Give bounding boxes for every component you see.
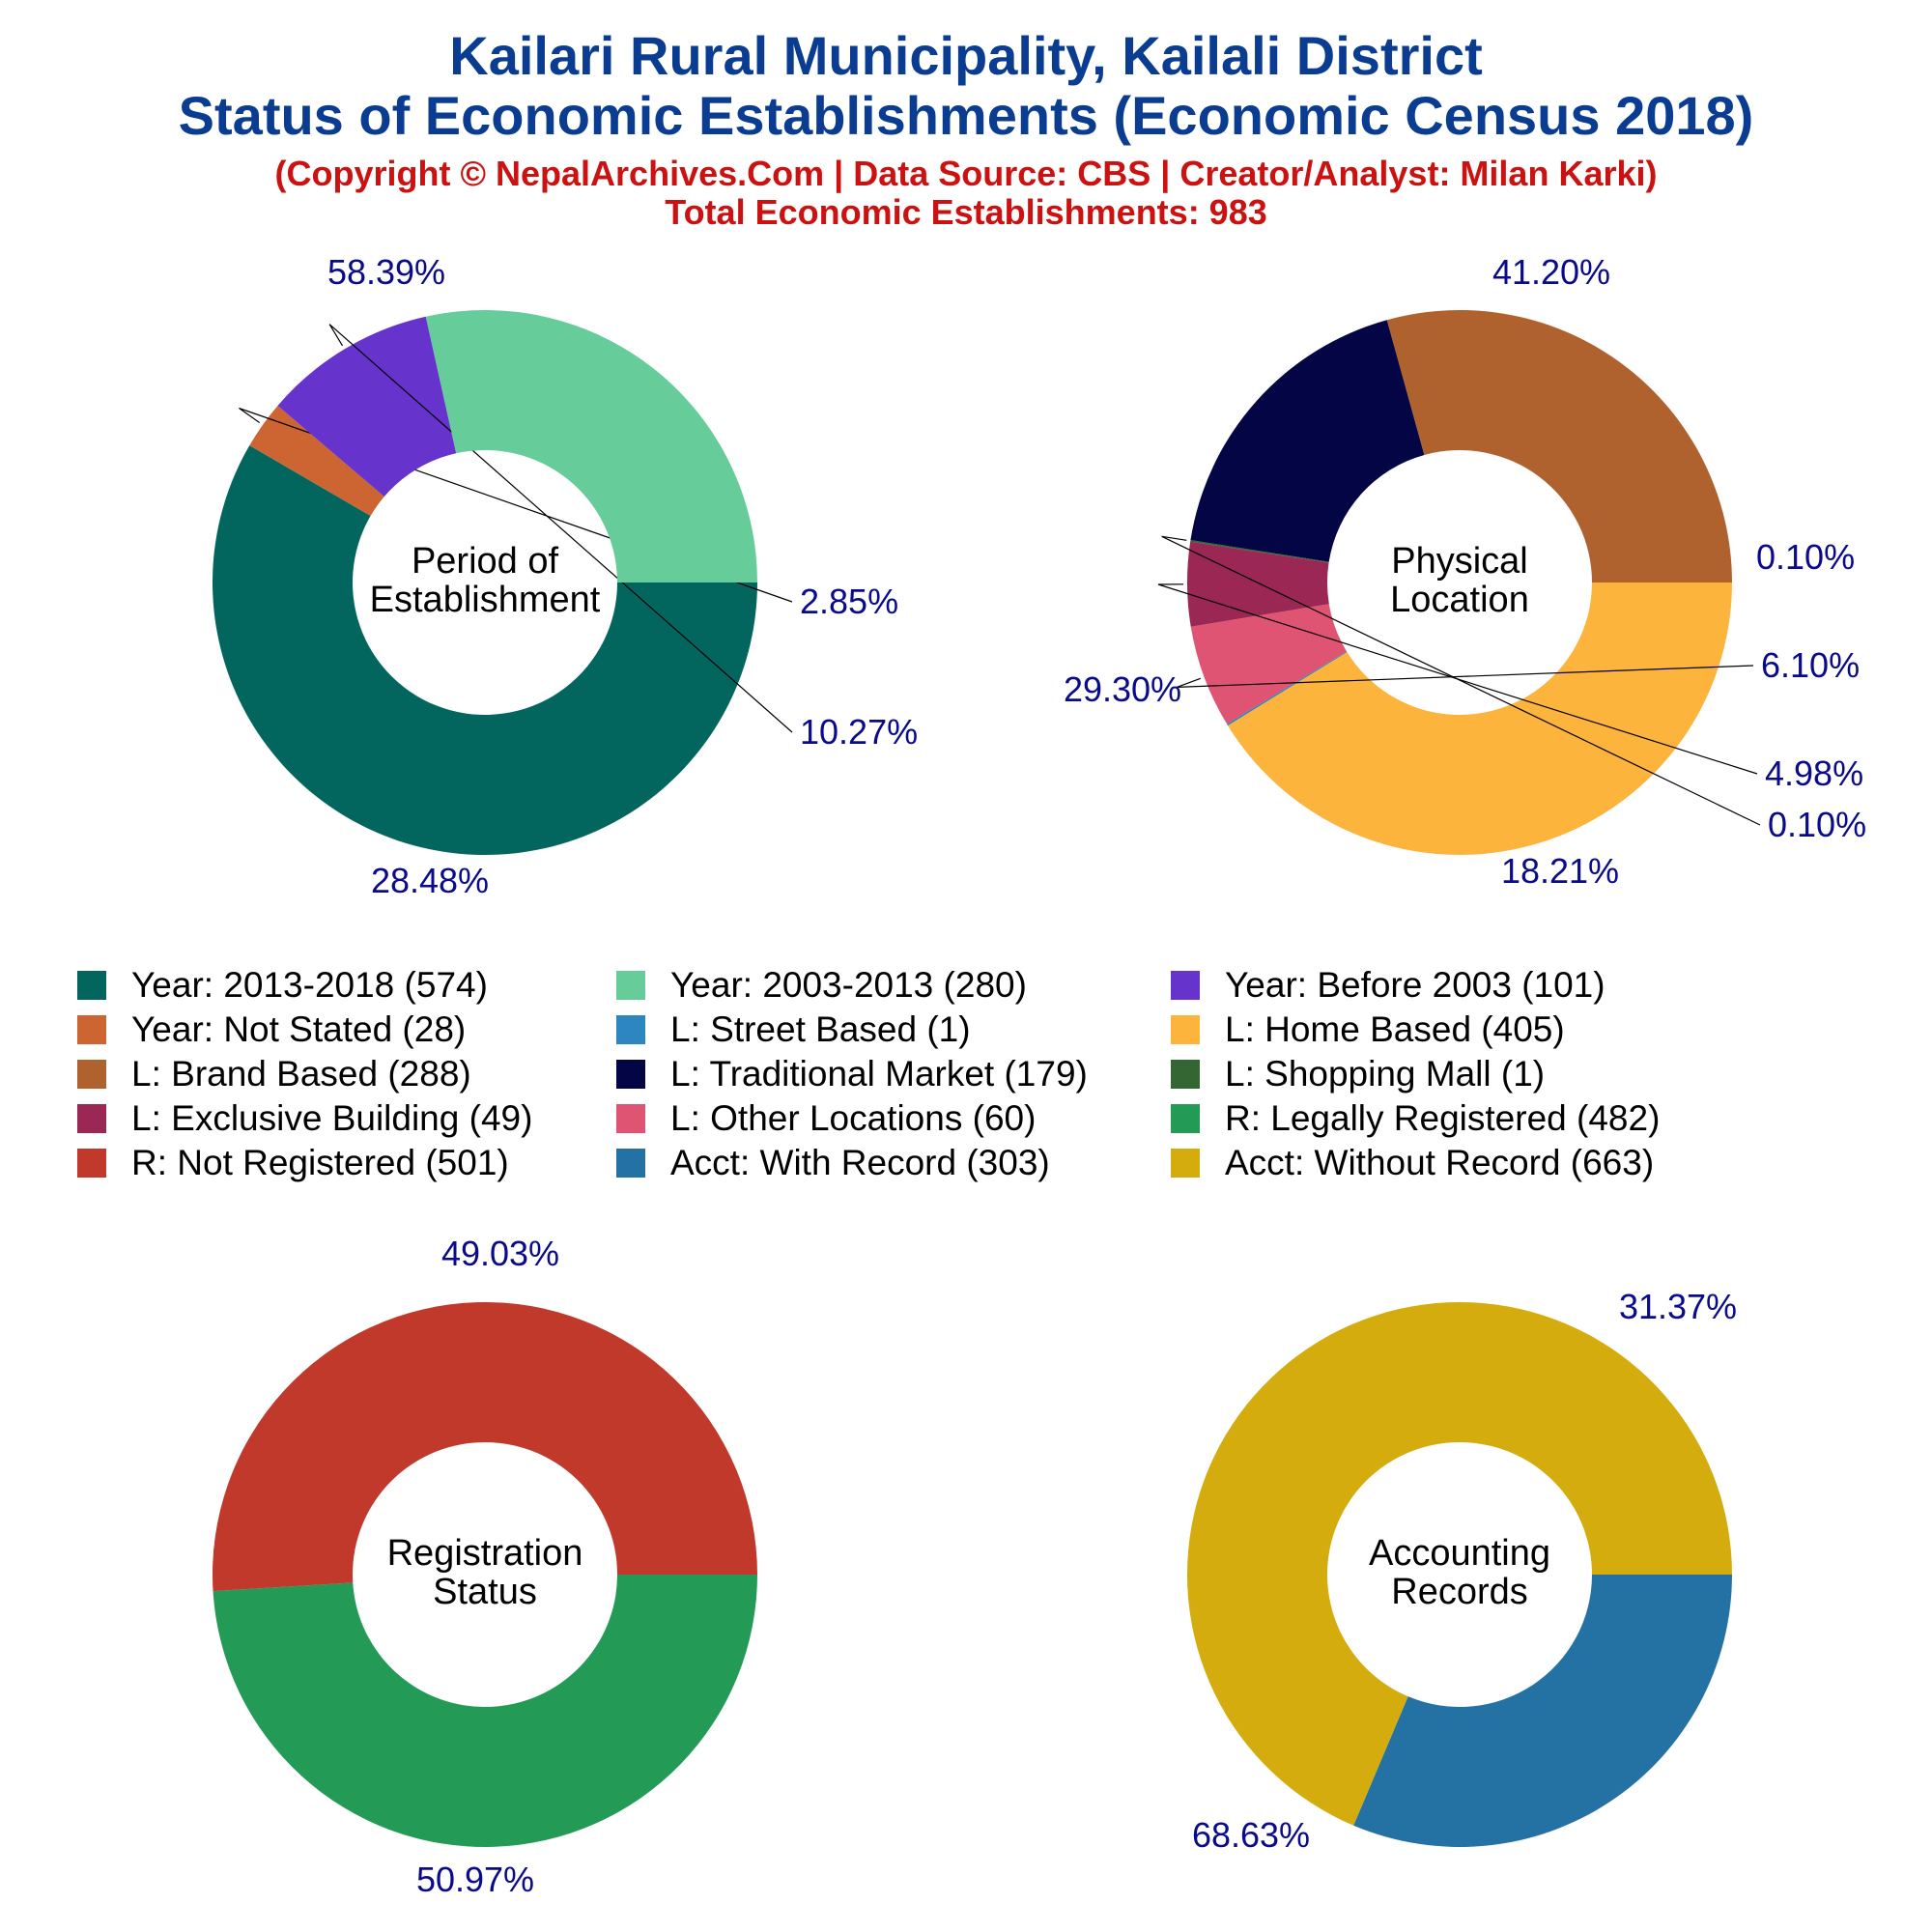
percent-label: 28.48%: [371, 861, 489, 900]
legend-item: Year: 2003-2013 (280): [616, 965, 1027, 1005]
legend-swatch: [77, 1104, 106, 1133]
legend-item: L: Brand Based (288): [77, 1054, 471, 1094]
donut-slice: [1186, 1302, 1732, 1826]
percent-label: 49.03%: [441, 1234, 559, 1273]
legend-item: L: Other Locations (60): [616, 1098, 1037, 1138]
center-label: Location: [1390, 580, 1529, 620]
legend-swatch: [1171, 1104, 1200, 1133]
center-label: Records: [1391, 1572, 1528, 1612]
donut-slice: [212, 445, 758, 855]
legend-swatch: [616, 1060, 645, 1089]
chart-title-line-2: Status of Economic Establishments (Econo…: [178, 85, 1754, 146]
legend-item: Year: Not Stated (28): [77, 1009, 467, 1049]
copyright-note: (Copyright © NepalArchives.Com | Data So…: [274, 154, 1658, 193]
legend-label: R: Legally Registered (482): [1225, 1098, 1661, 1138]
chart-title-line-1: Kailari Rural Municipality, Kailali Dist…: [449, 25, 1483, 86]
legend-item: Acct: With Record (303): [616, 1143, 1050, 1182]
legend-swatch: [77, 1060, 106, 1089]
legend-swatch: [77, 1015, 106, 1044]
donut-slice: [425, 309, 757, 582]
percent-label: 6.10%: [1761, 645, 1860, 685]
percent-label: 10.27%: [800, 712, 918, 752]
legend-label: Acct: With Record (303): [670, 1143, 1050, 1182]
leader-line: [1177, 665, 1754, 688]
legend-swatch: [616, 1104, 645, 1133]
legend-swatch: [77, 1149, 106, 1178]
percent-label: 41.20%: [1492, 252, 1610, 292]
legend-item: Acct: Without Record (663): [1171, 1143, 1655, 1182]
donut-slice: [1190, 540, 1329, 563]
percent-label: 18.21%: [1501, 851, 1619, 891]
legend-swatch: [616, 1149, 645, 1178]
percent-label: 58.39%: [327, 252, 445, 292]
legend-swatch: [616, 1015, 645, 1044]
legend-label: Acct: Without Record (663): [1225, 1143, 1655, 1182]
center-label: Period of: [412, 541, 559, 582]
donut-slice: [213, 1302, 757, 1592]
legend-swatch: [1171, 1060, 1200, 1089]
legend-item: R: Legally Registered (482): [1171, 1098, 1661, 1138]
legend-label: Year: 2013-2018 (574): [131, 965, 488, 1005]
legend-label: L: Brand Based (288): [131, 1054, 471, 1094]
legend-item: R: Not Registered (501): [77, 1143, 509, 1182]
donut-slice: [1186, 541, 1329, 627]
center-label: Registration: [387, 1533, 583, 1574]
legend-label: L: Other Locations (60): [670, 1098, 1037, 1138]
legend-item: Year: Before 2003 (101): [1171, 965, 1605, 1005]
legend-item: Year: 2013-2018 (574): [77, 965, 488, 1005]
percent-label: 2.85%: [800, 582, 898, 621]
legend-swatch: [616, 971, 645, 1000]
center-label: Physical: [1391, 541, 1528, 582]
percent-label: 68.63%: [1192, 1815, 1310, 1855]
legend-swatch: [77, 971, 106, 1000]
legend-label: Year: 2003-2013 (280): [670, 965, 1027, 1005]
legend-label: Year: Not Stated (28): [131, 1009, 467, 1049]
legend-label: Year: Before 2003 (101): [1225, 965, 1605, 1005]
center-label: Status: [433, 1572, 537, 1612]
legend-label: L: Shopping Mall (1): [1225, 1054, 1546, 1094]
legend-swatch: [1171, 971, 1200, 1000]
legend-label: L: Home Based (405): [1225, 1009, 1565, 1049]
legend-item: L: Shopping Mall (1): [1171, 1054, 1546, 1094]
legend-item: L: Home Based (405): [1171, 1009, 1565, 1049]
donut-slice: [277, 316, 457, 497]
donut-slice: [249, 405, 384, 517]
percent-label: 31.37%: [1619, 1287, 1737, 1326]
legend-item: L: Street Based (1): [616, 1009, 971, 1049]
leader-line: [239, 407, 793, 603]
leader-line: [1157, 583, 1758, 775]
donut-slice: [1228, 582, 1732, 855]
center-label: Accounting: [1369, 1533, 1550, 1574]
donut-slice: [1227, 651, 1348, 726]
donut-slice: [213, 1575, 757, 1848]
percent-label: 4.98%: [1765, 753, 1863, 793]
legend-swatch: [1171, 1149, 1200, 1178]
donut-slice: [1386, 310, 1732, 582]
percent-label: 0.10%: [1768, 805, 1866, 844]
legend-label: L: Street Based (1): [670, 1009, 971, 1049]
donut-slice: [1353, 1575, 1732, 1847]
legend-label: R: Not Registered (501): [131, 1143, 509, 1182]
percent-label: 0.10%: [1756, 537, 1855, 577]
leader-line: [328, 324, 793, 733]
center-label: Establishment: [370, 580, 601, 620]
legend-label: L: Traditional Market (179): [670, 1054, 1088, 1094]
legend-item: L: Traditional Market (179): [616, 1054, 1088, 1094]
percent-label: 50.97%: [416, 1860, 534, 1899]
leader-line: [1161, 535, 1761, 826]
percent-label: 29.30%: [1064, 669, 1181, 709]
legend-label: L: Exclusive Building (49): [131, 1098, 533, 1138]
legend-swatch: [1171, 1015, 1200, 1044]
donut-slice: [1190, 604, 1347, 724]
donut-slice: [1190, 320, 1425, 562]
total-establishments: Total Economic Establishments: 983: [665, 192, 1267, 232]
legend-item: L: Exclusive Building (49): [77, 1098, 533, 1138]
